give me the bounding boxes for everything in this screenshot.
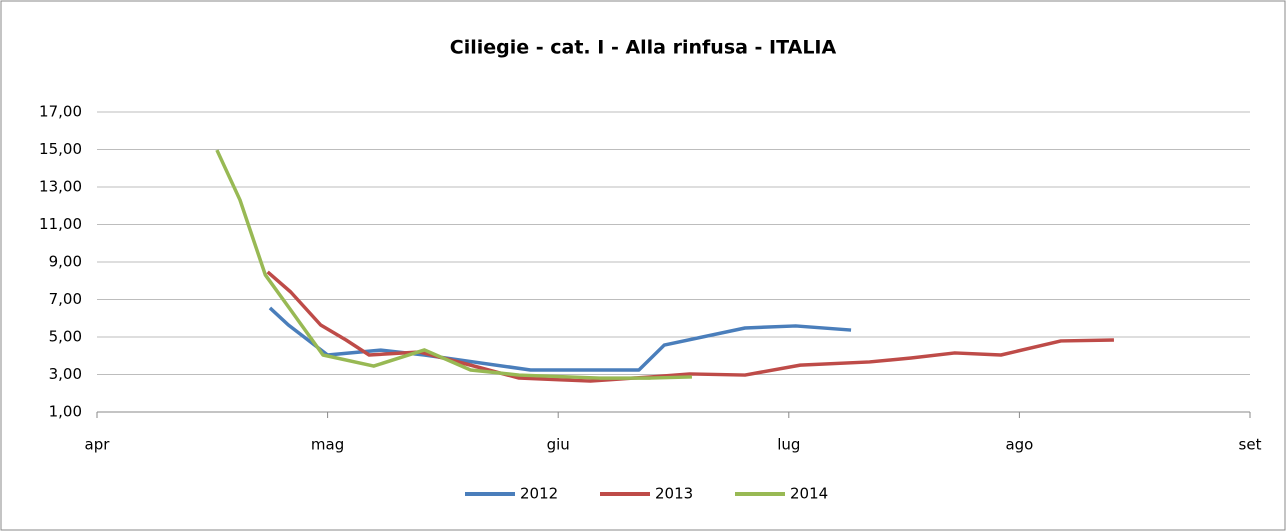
- x-tick-label: apr: [85, 436, 111, 454]
- line: [215, 149, 692, 380]
- y-tick-label: 9,00: [49, 253, 82, 271]
- legend-label: 2012: [520, 485, 558, 503]
- y-tick-label: 17,00: [39, 103, 82, 121]
- x-tick-label: mag: [311, 436, 344, 454]
- y-tick-label: 7,00: [49, 290, 82, 308]
- y-tick-label: 13,00: [39, 178, 82, 196]
- x-tick-label: ago: [1005, 436, 1033, 454]
- x-tick-label: lug: [777, 436, 800, 454]
- legend-label: 2014: [790, 485, 828, 503]
- legend-label: 2013: [655, 485, 693, 503]
- y-tick-label: 5,00: [49, 328, 82, 346]
- y-tick-label: 11,00: [39, 215, 82, 233]
- y-tick-label: 3,00: [49, 365, 82, 383]
- x-tick-label: giu: [547, 436, 570, 454]
- y-tick-label: 15,00: [39, 140, 82, 158]
- x-tick-label: set: [1239, 436, 1262, 454]
- y-tick-label: 1,00: [49, 403, 82, 421]
- chart-title: Ciliegie - cat. I - Alla rinfusa - ITALI…: [450, 37, 837, 59]
